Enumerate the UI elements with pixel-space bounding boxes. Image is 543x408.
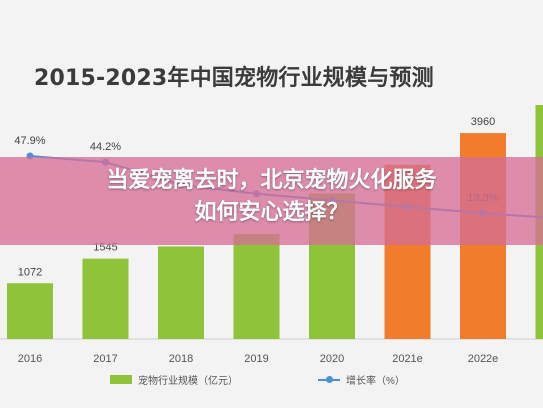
legend-item-bar: 宠物行业规模（亿元） (110, 372, 238, 387)
bar-2018 (158, 246, 204, 339)
x-tick-label-2016: 2016 (18, 353, 42, 365)
growth-label-2017: 44.2% (90, 141, 121, 153)
headline-line-1: 当爱宠离去时，北京宠物火化服务 (106, 168, 437, 193)
growth-label-2016: 47.9% (14, 135, 45, 147)
bar-2019 (233, 233, 280, 339)
bar-2017 (82, 258, 129, 339)
bar-value-label-2016: 1072 (18, 266, 42, 278)
legend-bar-swatch (110, 375, 132, 384)
x-tick-label-2022e: 2022e (468, 353, 499, 365)
x-tick-label-2020: 2020 (320, 353, 344, 365)
headline-text[interactable]: 当爱宠离去时，北京宠物火化服务 如何安心选择？ (0, 165, 543, 229)
bar-2016 (7, 283, 53, 339)
x-tick-label-2019: 2019 (244, 353, 268, 365)
legend-item-line: 增长率（%） (318, 372, 405, 387)
legend: 宠物行业规模（亿元） 增长率（%） (0, 372, 543, 392)
legend-label-line: 增长率（%） (346, 376, 405, 387)
headline-line-2: 如何安心选择？ (194, 200, 349, 225)
bar-value-label-2022e: 3960 (471, 116, 495, 128)
legend-line-swatch (318, 375, 340, 384)
x-tick-label-2021e: 2021e (392, 353, 423, 365)
legend-label-bar: 宠物行业规模（亿元） (138, 376, 238, 387)
x-tick-label-2018: 2018 (169, 353, 193, 365)
headline-banner (0, 157, 543, 245)
x-tick-label-2017: 2017 (93, 353, 117, 365)
chart-title: 2015-2023年中国宠物行业规模与预测 (34, 66, 434, 91)
